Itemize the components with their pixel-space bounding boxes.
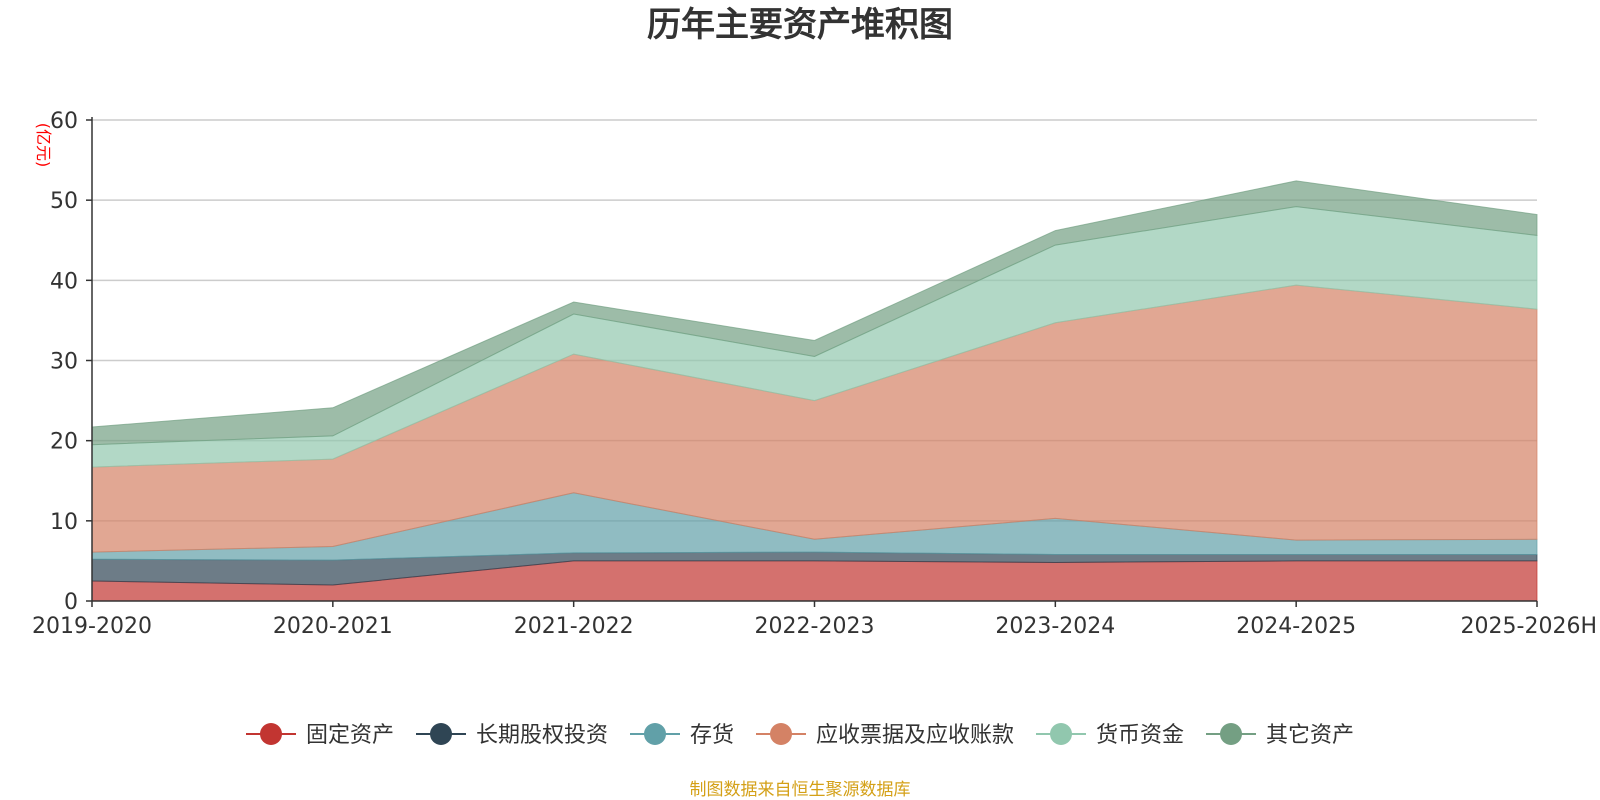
legend[interactable]: 固定资产 长期股权投资 存货 应收票据及应收账款 货币资金 其它资产 [246, 723, 1354, 748]
legend-label: 其它资产 [1266, 723, 1354, 748]
legend-item[interactable]: 存货 [630, 723, 734, 748]
legend-label: 应收票据及应收账款 [816, 723, 1014, 748]
x-tick-label: 2022-2023 [755, 614, 875, 639]
area-series [91, 180, 1538, 602]
x-tick-labels: 2019-2020 2020-2021 2021-2022 2022-2023 2023… [32, 601, 1597, 639]
y-tick-label: 10 [50, 510, 78, 535]
legend-label: 货币资金 [1096, 723, 1184, 748]
legend-item[interactable]: 货币资金 [1036, 723, 1184, 748]
legend-marker [644, 723, 666, 745]
y-tick-label: 50 [50, 189, 78, 214]
y-tick-label: 40 [50, 269, 78, 294]
x-tick-label: 2023-2024 [995, 614, 1115, 639]
legend-item[interactable]: 应收票据及应收账款 [756, 723, 1014, 748]
x-tick-label: 2024-2025 [1236, 614, 1356, 639]
legend-item[interactable]: 固定资产 [246, 723, 394, 748]
legend-marker [1220, 723, 1242, 745]
legend-marker [1050, 723, 1072, 745]
x-tick-label: 2025-2026H [1461, 614, 1597, 639]
legend-marker [260, 723, 282, 745]
legend-item[interactable]: 长期股权投资 [416, 723, 608, 748]
chart-title: 历年主要资产堆积图 [647, 5, 953, 45]
y-tick-labels: 0 10 20 30 40 50 60 [50, 109, 92, 615]
legend-marker [430, 723, 452, 745]
legend-item[interactable]: 其它资产 [1206, 723, 1354, 748]
data-source-note: 制图数据来自恒生聚源数据库 [690, 780, 911, 800]
x-tick-label: 2020-2021 [273, 614, 393, 639]
y-tick-label: 30 [50, 350, 78, 375]
y-tick-label: 0 [64, 590, 78, 615]
legend-label: 长期股权投资 [476, 723, 608, 748]
x-tick-label: 2021-2022 [514, 614, 634, 639]
legend-marker [770, 723, 792, 745]
y-axis-label: (亿元) [34, 123, 53, 168]
y-tick-label: 20 [50, 430, 78, 455]
x-tick-label: 2019-2020 [32, 614, 152, 639]
legend-label: 存货 [690, 723, 734, 748]
y-tick-label: 60 [50, 109, 78, 134]
legend-label: 固定资产 [306, 723, 394, 748]
area-其它资产 [91, 180, 1538, 446]
